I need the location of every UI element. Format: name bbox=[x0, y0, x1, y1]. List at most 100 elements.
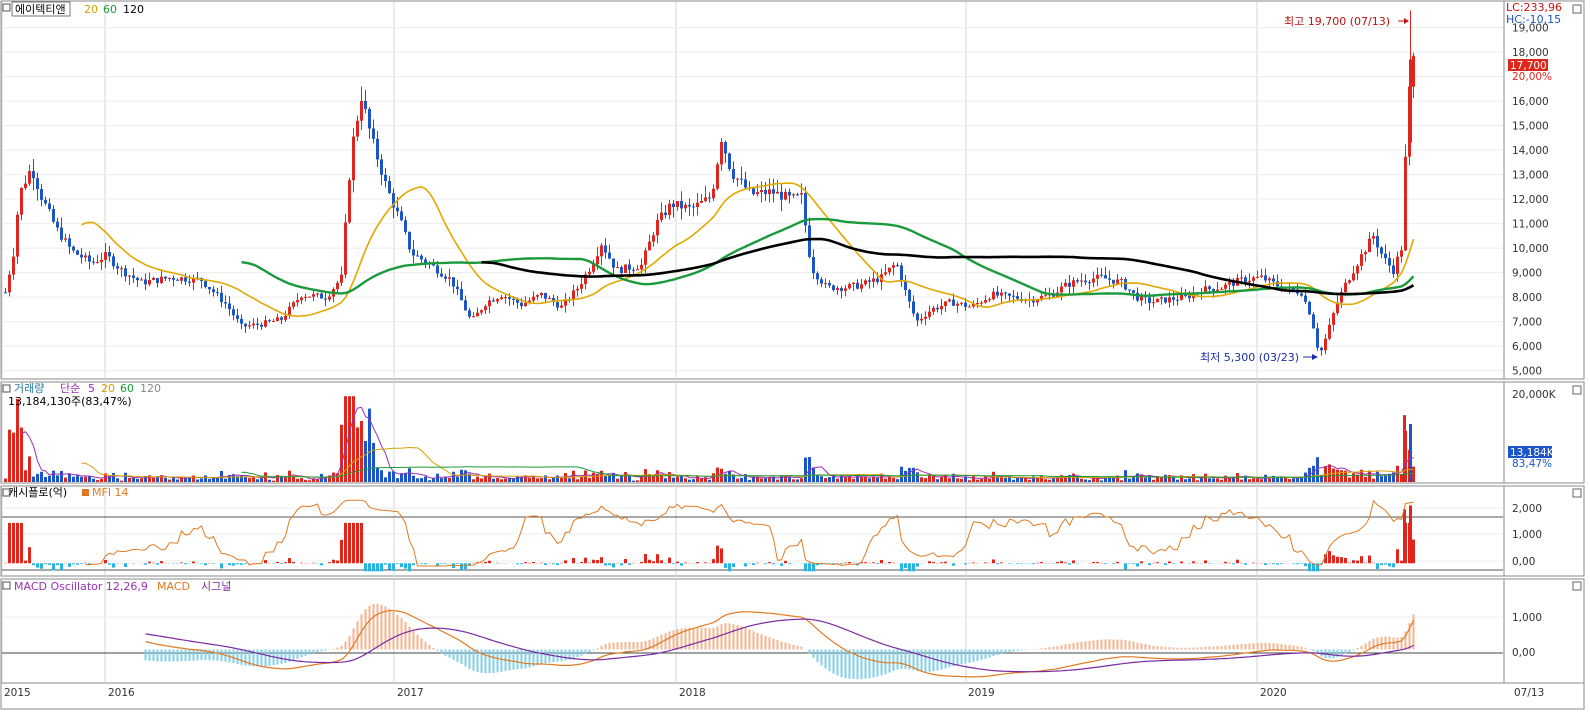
candle-body bbox=[812, 257, 815, 273]
candle-body bbox=[780, 192, 783, 200]
volume-close-icon[interactable] bbox=[1573, 386, 1581, 394]
volume-bar bbox=[76, 475, 79, 482]
cashflow-bar bbox=[1388, 563, 1391, 566]
price-tick-label: 13,000 bbox=[1512, 170, 1549, 182]
cashflow-bar bbox=[916, 563, 919, 566]
candle-body bbox=[300, 298, 303, 301]
volume-bar bbox=[900, 467, 903, 482]
candle-body bbox=[884, 272, 887, 274]
candle-body bbox=[612, 258, 615, 267]
volume-bar bbox=[1292, 478, 1295, 482]
cashflow-bar bbox=[184, 563, 187, 564]
price-tick-label: 6,000 bbox=[1512, 341, 1542, 353]
candle-body bbox=[664, 213, 667, 215]
current-change-label: 20,00% bbox=[1512, 71, 1552, 83]
cashflow-bar bbox=[572, 558, 575, 563]
macd-osc-bar bbox=[1393, 638, 1395, 650]
volume-toggle-icon[interactable] bbox=[3, 385, 10, 392]
volume-bar bbox=[1188, 479, 1191, 482]
candle-body bbox=[1000, 293, 1003, 296]
volume-bar bbox=[1252, 478, 1255, 482]
volume-bar bbox=[212, 478, 215, 482]
macd-osc-bar bbox=[1289, 645, 1291, 649]
candle-body bbox=[120, 268, 123, 269]
volume-bar bbox=[392, 471, 395, 482]
candle-body bbox=[444, 276, 447, 278]
cashflow-bar bbox=[768, 562, 771, 563]
candle-body bbox=[40, 189, 43, 200]
candle-body bbox=[540, 293, 543, 295]
cashflow-bar bbox=[1204, 560, 1207, 563]
cashflow-bar bbox=[16, 523, 19, 563]
volume-panel-frame bbox=[1, 382, 1504, 483]
macd-osc-bar bbox=[177, 649, 179, 661]
volume-bar bbox=[852, 479, 855, 482]
mfi-legend-swatch bbox=[82, 489, 89, 496]
cashflow-bar bbox=[780, 563, 783, 566]
candle-body bbox=[1320, 348, 1323, 351]
candle-body bbox=[572, 290, 575, 299]
candle-body bbox=[760, 190, 763, 192]
macd-osc-bar bbox=[1353, 649, 1355, 650]
volume-bar bbox=[268, 480, 271, 482]
volume-bar bbox=[256, 479, 259, 482]
candle-body bbox=[596, 256, 599, 264]
volume-bar bbox=[1040, 476, 1043, 482]
candle-body bbox=[872, 279, 875, 282]
volume-bar bbox=[556, 475, 559, 482]
cashflow-bar bbox=[672, 563, 675, 564]
volume-bar bbox=[224, 479, 227, 482]
volume-bar bbox=[1044, 479, 1047, 482]
macd-osc-bar bbox=[705, 628, 707, 650]
cashflow-bar bbox=[552, 563, 555, 564]
cash-close-icon[interactable] bbox=[1573, 489, 1581, 497]
volume-bar bbox=[424, 477, 427, 482]
macd-osc-bar bbox=[933, 649, 935, 671]
volume-bar bbox=[36, 474, 39, 482]
cashflow-bar bbox=[24, 561, 27, 564]
collapse-toggle-icon[interactable] bbox=[3, 4, 10, 11]
candle-body bbox=[616, 267, 619, 268]
macd-osc-bar bbox=[1181, 648, 1183, 650]
macd-osc-bar bbox=[1145, 644, 1147, 649]
candle-body bbox=[608, 253, 611, 259]
macd-osc-bar bbox=[789, 644, 791, 650]
candle-body bbox=[460, 289, 463, 300]
volume-bar bbox=[44, 477, 47, 482]
cashflow-bar bbox=[1060, 561, 1063, 563]
volume-bar bbox=[740, 478, 743, 482]
macd-osc-bar bbox=[825, 649, 827, 668]
volume-bar bbox=[472, 479, 475, 482]
macd-osc-bar bbox=[1189, 648, 1191, 650]
candle-body bbox=[320, 293, 323, 298]
cashflow-bar bbox=[44, 563, 47, 564]
candle-body bbox=[1384, 254, 1387, 258]
cashflow-bar bbox=[1000, 562, 1003, 563]
cashflow-bar bbox=[1344, 558, 1347, 563]
candle-body bbox=[180, 277, 183, 280]
candle-body bbox=[580, 284, 583, 289]
candle-body bbox=[8, 275, 11, 293]
candle-body bbox=[1400, 250, 1403, 256]
cashflow-bar bbox=[180, 562, 183, 563]
volume-bar bbox=[1380, 476, 1383, 482]
candle-body bbox=[1120, 279, 1123, 280]
cashflow-bar bbox=[904, 563, 907, 568]
candle-body bbox=[280, 317, 283, 319]
volume-bar bbox=[216, 478, 219, 482]
macd-toggle-icon[interactable] bbox=[3, 582, 10, 589]
panel-close-icon[interactable] bbox=[1573, 5, 1581, 13]
cashflow-bar bbox=[488, 561, 491, 563]
volume-bar bbox=[92, 479, 95, 482]
cashflow-bar bbox=[372, 563, 375, 571]
macd-osc-bar bbox=[857, 649, 859, 679]
macd-close-icon[interactable] bbox=[1573, 582, 1581, 590]
macd-osc-bar bbox=[1141, 643, 1143, 649]
macd-osc-bar bbox=[849, 649, 851, 678]
macd-osc-bar bbox=[773, 639, 775, 650]
candle-body bbox=[648, 242, 651, 251]
volume-bar bbox=[1004, 478, 1007, 482]
macd-osc-bar bbox=[1025, 649, 1027, 650]
candle-body bbox=[172, 278, 175, 280]
